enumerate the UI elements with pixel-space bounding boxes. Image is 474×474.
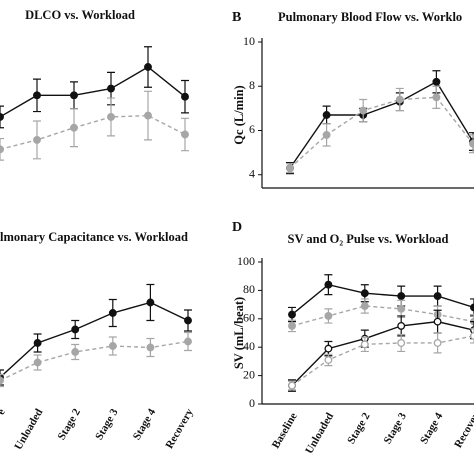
x-tick-label: Stage 2 <box>345 410 373 446</box>
data-point <box>288 310 296 319</box>
data-point <box>397 292 406 301</box>
panel-label: D <box>232 220 242 235</box>
data-point <box>432 93 441 102</box>
y-tick-label: 20 <box>243 367 255 381</box>
x-tick-label: Unloaded <box>12 407 45 452</box>
data-point <box>144 63 152 71</box>
series-line <box>0 301 189 379</box>
data-point <box>359 106 368 115</box>
y-axis-label: Qc (L/min) <box>232 85 246 144</box>
series-line <box>0 66 186 118</box>
series-line <box>289 96 474 169</box>
data-point <box>432 77 441 86</box>
y-tick-label: 10 <box>243 34 255 48</box>
data-point <box>397 338 406 347</box>
chart-title: Pulmonary Blood Flow vs. Worklo <box>278 10 462 24</box>
data-point <box>360 289 369 298</box>
data-point <box>470 331 474 340</box>
y-tick-label: 40 <box>243 339 255 353</box>
error-bar <box>470 328 474 344</box>
data-point <box>470 303 474 312</box>
data-point <box>184 316 192 325</box>
data-point <box>146 343 155 352</box>
x-tick-label: Stage 2 <box>56 406 84 442</box>
y-axis-label: SV (mL/beat) <box>232 297 246 369</box>
data-point <box>288 381 296 390</box>
data-point <box>324 312 333 320</box>
y-tick-label: 6 <box>249 122 255 136</box>
data-point <box>33 358 42 367</box>
data-point <box>322 111 331 119</box>
data-point <box>33 91 41 100</box>
error-bar <box>0 373 4 388</box>
y-tick-label: 100 <box>237 254 255 268</box>
data-point <box>0 376 4 385</box>
x-tick-label: Stage 4 <box>418 410 446 446</box>
data-point <box>360 302 369 310</box>
data-point <box>0 113 4 121</box>
data-point <box>324 344 333 353</box>
y-tick-label: 0 <box>249 396 255 410</box>
chart-title: DLCO vs. Workload <box>25 8 135 22</box>
data-point <box>286 164 294 173</box>
data-point <box>324 356 333 364</box>
data-point <box>181 130 189 139</box>
data-point <box>33 135 41 144</box>
error-bar <box>0 369 4 386</box>
series-line <box>0 114 186 151</box>
data-point <box>70 91 78 100</box>
y-tick-label: 80 <box>243 282 255 296</box>
data-point <box>397 304 406 313</box>
panel-label: B <box>232 10 241 25</box>
data-point <box>0 145 4 154</box>
chart-title: SV and O₂ Pulse vs. Workload <box>288 232 449 246</box>
error-bar <box>0 137 4 161</box>
x-tick-label: Stage 3 <box>382 410 410 446</box>
x-tick-label: Stage 4 <box>131 406 159 442</box>
data-point <box>433 317 442 326</box>
data-point <box>71 325 80 334</box>
data-point <box>107 112 115 121</box>
data-point <box>107 84 115 93</box>
data-point <box>433 292 442 301</box>
data-point <box>324 280 333 289</box>
data-point <box>469 139 474 148</box>
error-bar <box>470 298 474 317</box>
chart-title: lmonary Capacitance vs. Workload <box>0 230 188 244</box>
data-point <box>395 95 404 104</box>
error-bar <box>0 105 4 129</box>
data-point <box>146 298 155 307</box>
x-tick-label: Recover <box>452 411 474 450</box>
data-point <box>184 337 192 346</box>
data-point <box>108 309 117 317</box>
data-point <box>33 339 42 347</box>
x-tick-label: Recovery <box>163 406 196 451</box>
series-line <box>289 80 474 169</box>
data-point <box>360 340 369 349</box>
data-point <box>397 321 406 330</box>
data-point <box>288 321 296 330</box>
series-line <box>291 335 474 387</box>
series-line <box>291 305 474 327</box>
x-tick-label: e <box>0 407 8 417</box>
data-point <box>71 348 80 356</box>
x-tick-label: Baseline <box>270 411 300 451</box>
data-point <box>322 130 331 139</box>
series-line <box>291 320 474 387</box>
x-tick-label: Stage 3 <box>93 406 121 442</box>
data-point <box>181 92 189 101</box>
y-tick-label: 8 <box>249 78 255 92</box>
data-point <box>433 338 442 347</box>
y-tick-label: 4 <box>249 166 255 180</box>
series-line <box>0 340 189 382</box>
x-tick-label: Unloaded <box>303 411 336 456</box>
data-point <box>108 342 117 350</box>
y-tick-label: 60 <box>243 311 255 325</box>
data-point <box>144 111 152 120</box>
data-point <box>70 123 78 132</box>
series-line <box>291 283 474 316</box>
